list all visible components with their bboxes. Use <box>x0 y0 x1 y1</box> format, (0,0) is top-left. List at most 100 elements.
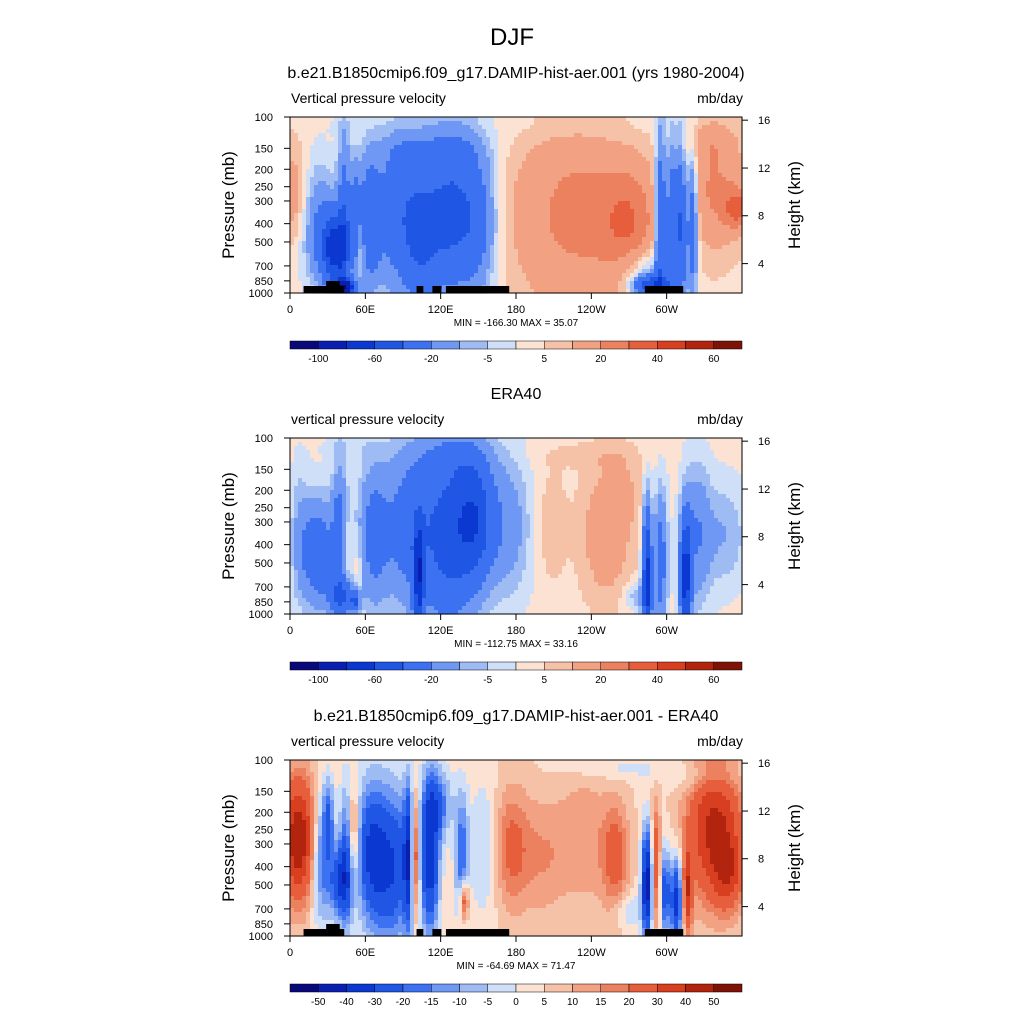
heatmap-cell <box>406 201 411 206</box>
heatmap-cell <box>398 237 403 242</box>
heatmap-cell <box>682 257 687 262</box>
heatmap-cell <box>658 133 663 138</box>
heatmap-cell <box>522 201 527 206</box>
heatmap-cell <box>714 229 719 234</box>
heatmap-cell <box>558 145 563 150</box>
heatmap-cell <box>358 161 363 166</box>
heatmap-cell <box>562 125 567 130</box>
heatmap-cell <box>534 217 539 222</box>
heatmap-cell <box>594 225 599 230</box>
heatmap-cell <box>682 121 687 126</box>
heatmap-cell <box>714 241 719 246</box>
heatmap-cell <box>526 249 531 254</box>
heatmap-cell <box>550 141 555 146</box>
heatmap-cell <box>534 249 539 254</box>
heatmap-cell <box>366 217 371 222</box>
heatmap-cell <box>634 233 639 238</box>
heatmap-cell <box>406 225 411 230</box>
heatmap-cell <box>350 269 355 274</box>
land-mask-block <box>341 286 345 293</box>
heatmap-cell <box>690 257 695 262</box>
heatmap-cell <box>390 209 395 214</box>
heatmap-cell <box>730 117 735 122</box>
heatmap-cell <box>546 121 551 126</box>
heatmap-cell <box>298 269 303 274</box>
heatmap-cell <box>366 165 371 170</box>
heatmap-cell <box>662 229 667 234</box>
heatmap-cell <box>698 157 703 162</box>
heatmap-cell <box>726 277 731 282</box>
heatmap-cell <box>446 245 451 250</box>
heatmap-cell <box>578 249 583 254</box>
x-tick-label: 120E <box>428 304 454 316</box>
heatmap-cell <box>594 137 599 142</box>
heatmap-cell <box>726 253 731 258</box>
heatmap-cell <box>710 129 715 134</box>
heatmap-cell <box>430 281 435 286</box>
heatmap-cell <box>498 217 503 222</box>
heatmap-cell <box>566 121 571 126</box>
heatmap-cell <box>582 265 587 270</box>
heatmap-cell <box>330 189 335 194</box>
heatmap-cell <box>426 269 431 274</box>
heatmap-cell <box>454 117 459 122</box>
heatmap-cell <box>678 133 683 138</box>
x-tick-label: 0 <box>287 304 293 316</box>
heatmap-cell <box>582 165 587 170</box>
heatmap-cell <box>466 225 471 230</box>
heatmap-cell <box>614 161 619 166</box>
heatmap-cell <box>510 209 515 214</box>
heatmap-cell <box>334 189 339 194</box>
heatmap-cell <box>302 165 307 170</box>
heatmap-cell <box>686 165 691 170</box>
heatmap-cell <box>546 197 551 202</box>
heatmap-cell <box>734 237 739 242</box>
heatmap-cell <box>698 125 703 130</box>
heatmap-cell <box>738 249 743 254</box>
heatmap-cell <box>698 209 703 214</box>
heatmap-cell <box>586 257 591 262</box>
heatmap-cell <box>494 197 499 202</box>
heatmap-cell <box>578 125 583 130</box>
heatmap-cell <box>694 241 699 246</box>
heatmap-cell <box>378 289 383 294</box>
heatmap-cell <box>654 197 659 202</box>
heatmap-cell <box>490 189 495 194</box>
heatmap-cell <box>322 237 327 242</box>
heatmap-cell <box>558 201 563 206</box>
heatmap-cell <box>354 281 359 286</box>
heatmap-cell <box>594 177 599 182</box>
heatmap-cell <box>610 149 615 154</box>
heatmap-cell <box>514 189 519 194</box>
heatmap-cell <box>394 125 399 130</box>
heatmap-cell <box>486 277 491 282</box>
heatmap-cell <box>482 217 487 222</box>
heatmap-cell <box>346 273 351 278</box>
heatmap-cell <box>690 225 695 230</box>
heatmap-cell <box>718 141 723 146</box>
heatmap-cell <box>318 181 323 186</box>
heatmap-cell <box>406 157 411 162</box>
heatmap-cell <box>618 249 623 254</box>
heatmap-cell <box>638 133 643 138</box>
heatmap-cell <box>326 193 331 198</box>
heatmap-cell <box>530 197 535 202</box>
heatmap-cell <box>630 245 635 250</box>
heatmap-cell <box>646 205 651 210</box>
heatmap-cell <box>630 137 635 142</box>
heatmap-cell <box>478 181 483 186</box>
heatmap-cell <box>610 193 615 198</box>
heatmap-cell <box>422 265 427 270</box>
heatmap-cell <box>374 141 379 146</box>
heatmap-cell <box>474 189 479 194</box>
heatmap-cell <box>378 217 383 222</box>
heatmap-cell <box>594 213 599 218</box>
heatmap-cell <box>606 261 611 266</box>
heatmap-cell <box>650 225 655 230</box>
heatmap-cell <box>478 185 483 190</box>
heatmap-cell <box>398 221 403 226</box>
heatmap-cell <box>542 253 547 258</box>
heatmap-cell <box>498 121 503 126</box>
heatmap-cell <box>490 233 495 238</box>
heatmap-cell <box>422 133 427 138</box>
